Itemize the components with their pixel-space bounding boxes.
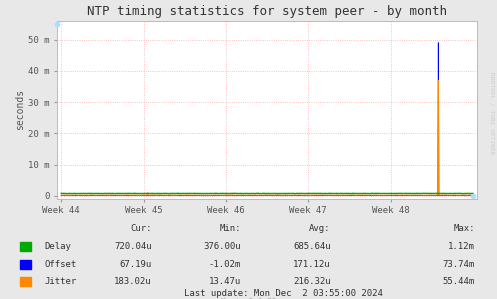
Text: 171.12u: 171.12u xyxy=(293,260,331,269)
Text: 183.02u: 183.02u xyxy=(114,277,152,286)
Text: -1.02m: -1.02m xyxy=(209,260,241,269)
Text: 73.74m: 73.74m xyxy=(442,260,475,269)
Text: 13.47u: 13.47u xyxy=(209,277,241,286)
Title: NTP timing statistics for system peer - by month: NTP timing statistics for system peer - … xyxy=(87,5,447,18)
Text: 720.04u: 720.04u xyxy=(114,242,152,251)
Text: RRDTOOL / TOBI OETIKER: RRDTOOL / TOBI OETIKER xyxy=(490,72,495,155)
Text: 1.12m: 1.12m xyxy=(448,242,475,251)
Text: Avg:: Avg: xyxy=(309,224,331,233)
Text: Munin 2.0.75: Munin 2.0.75 xyxy=(221,298,276,299)
Text: Cur:: Cur: xyxy=(130,224,152,233)
Text: 216.32u: 216.32u xyxy=(293,277,331,286)
Text: Offset: Offset xyxy=(45,260,77,269)
Text: Jitter: Jitter xyxy=(45,277,77,286)
Y-axis label: seconds: seconds xyxy=(15,89,25,130)
Text: Delay: Delay xyxy=(45,242,72,251)
Text: 55.44m: 55.44m xyxy=(442,277,475,286)
Text: 376.00u: 376.00u xyxy=(203,242,241,251)
Text: Min:: Min: xyxy=(220,224,241,233)
Text: 67.19u: 67.19u xyxy=(119,260,152,269)
Text: Max:: Max: xyxy=(453,224,475,233)
Text: Last update: Mon Dec  2 03:55:00 2024: Last update: Mon Dec 2 03:55:00 2024 xyxy=(184,289,383,298)
Text: 685.64u: 685.64u xyxy=(293,242,331,251)
